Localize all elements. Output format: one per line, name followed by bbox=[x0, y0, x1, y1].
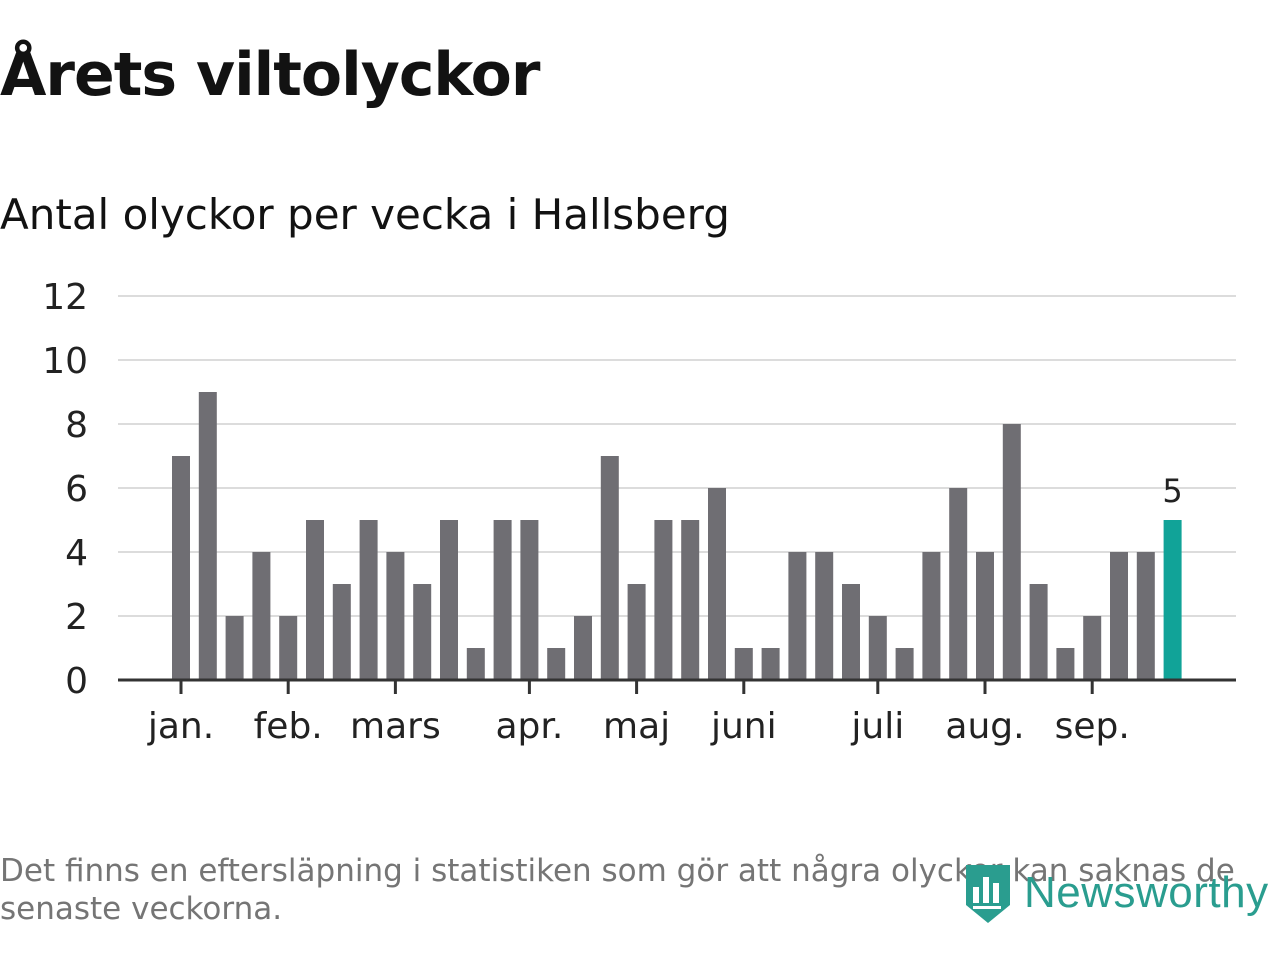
bar bbox=[842, 584, 860, 680]
bar bbox=[332, 584, 351, 680]
bar bbox=[761, 648, 780, 680]
bar bbox=[976, 552, 994, 680]
bar bbox=[466, 648, 485, 680]
x-axis-month-labels: jan. feb. mars apr. maj juni juli aug. sep. bbox=[147, 706, 1130, 747]
x-tick-label: sep. bbox=[1055, 706, 1130, 747]
bar bbox=[547, 648, 566, 680]
bar bbox=[172, 456, 190, 680]
bar bbox=[600, 456, 619, 680]
brand-logo: Newsworthy bbox=[962, 858, 1269, 928]
grid-lines bbox=[118, 295, 1236, 617]
x-tick-label: apr. bbox=[495, 706, 563, 747]
footnote: Det finns en eftersläpning i statistiken… bbox=[0, 853, 1235, 927]
bar bbox=[895, 648, 914, 680]
bar bbox=[654, 520, 673, 680]
bar bbox=[1083, 616, 1102, 680]
bar bbox=[1002, 424, 1021, 680]
bar bbox=[279, 616, 298, 680]
bar bbox=[734, 648, 753, 680]
x-tick-label: juni bbox=[710, 706, 777, 747]
y-axis-tick-labels: 0 2 4 6 8 10 12 bbox=[42, 277, 88, 702]
bar bbox=[708, 488, 726, 680]
y-tick-label: 6 bbox=[65, 469, 88, 510]
bar bbox=[574, 616, 592, 680]
x-tick-label: juli bbox=[850, 706, 904, 747]
x-tick-label: maj bbox=[603, 706, 670, 747]
bar bbox=[413, 584, 432, 680]
bar bbox=[440, 520, 458, 680]
bar bbox=[359, 520, 378, 680]
bar bbox=[949, 488, 968, 680]
bar bbox=[198, 392, 217, 680]
bar bbox=[922, 552, 941, 680]
bar bbox=[627, 584, 646, 680]
x-tick-label: aug. bbox=[945, 706, 1024, 747]
x-tick-label: feb. bbox=[254, 706, 323, 747]
x-tick-label: mars bbox=[350, 706, 441, 747]
bar-chart: 0 2 4 6 8 10 12 jan. feb. mars apr. maj juni juli aug… bbox=[42, 277, 1236, 747]
brand-name: Newsworthy bbox=[1024, 868, 1269, 917]
bar bbox=[681, 520, 700, 680]
y-tick-label: 0 bbox=[65, 661, 88, 702]
bar bbox=[520, 520, 539, 680]
highlight-value-label: 5 bbox=[1162, 472, 1182, 510]
bar bbox=[815, 552, 834, 680]
y-tick-label: 12 bbox=[42, 277, 88, 318]
y-tick-label: 10 bbox=[42, 341, 88, 382]
bar bbox=[1136, 552, 1155, 680]
y-tick-label: 4 bbox=[65, 533, 88, 574]
x-tick-label: jan. bbox=[147, 706, 214, 747]
y-tick-label: 2 bbox=[65, 597, 88, 638]
y-tick-label: 8 bbox=[65, 405, 88, 446]
bar bbox=[1110, 552, 1128, 680]
bar-highlight bbox=[1163, 520, 1182, 680]
bar bbox=[252, 552, 271, 680]
chart-title: Årets viltolyckor bbox=[0, 40, 540, 110]
x-axis-ticks bbox=[179, 680, 1094, 694]
bar bbox=[868, 616, 887, 680]
chart-subtitle: Antal olyckor per vecka i Hallsberg bbox=[0, 190, 730, 239]
bar bbox=[1029, 584, 1048, 680]
bar bbox=[386, 552, 405, 680]
bar bbox=[788, 552, 807, 680]
bars bbox=[172, 392, 1182, 680]
bar bbox=[493, 520, 512, 680]
bar bbox=[1056, 648, 1075, 680]
bar bbox=[306, 520, 324, 680]
bar-chart-shield-icon bbox=[966, 865, 1010, 923]
bar bbox=[225, 616, 244, 680]
